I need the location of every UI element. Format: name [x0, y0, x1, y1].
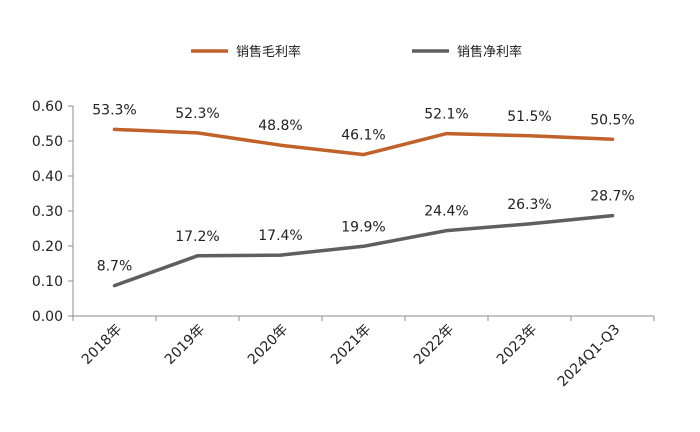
data-point	[196, 254, 199, 258]
x-tick-label: 2022年	[411, 322, 457, 368]
data-labels: 53.3% 52.3% 48.8% 46.1% 52.1% 51.5% 50.5% 8.7% 1…	[92, 102, 634, 274]
x-tick-label: 2019年	[162, 322, 208, 368]
data-label: 50.5%	[590, 112, 634, 128]
data-point	[611, 214, 614, 218]
data-label: 8.7%	[97, 259, 133, 275]
y-tick-label: 0.40	[32, 169, 63, 185]
y-tick-label: 0.10	[32, 274, 63, 290]
data-label: 28.7%	[590, 189, 634, 205]
data-point	[362, 244, 365, 248]
data-label: 48.8%	[258, 118, 302, 134]
x-tick-label: 2024Q1-Q3	[555, 322, 624, 391]
data-point	[113, 284, 116, 288]
data-point	[528, 222, 531, 226]
data-point	[611, 137, 614, 141]
x-tick-label: 2018年	[79, 322, 125, 368]
data-point	[196, 131, 199, 135]
legend: 销售毛利率 销售净利率	[191, 44, 522, 60]
data-point	[362, 153, 365, 157]
series-group	[112, 127, 615, 288]
data-point	[279, 143, 282, 147]
data-label: 24.4%	[424, 204, 468, 220]
x-tick-label: 2021年	[328, 322, 374, 368]
data-point	[279, 253, 282, 257]
x-tick-label: 2020年	[245, 322, 291, 368]
data-label: 17.2%	[175, 229, 219, 245]
legend-label: 销售净利率	[457, 44, 522, 60]
data-point	[445, 132, 448, 136]
legend-label: 销售毛利率	[236, 44, 301, 60]
data-label: 51.5%	[507, 109, 551, 125]
data-point	[113, 127, 116, 131]
y-tick-label: 0.50	[32, 134, 63, 150]
x-tick-label: 2023年	[494, 322, 540, 368]
data-label: 19.9%	[341, 219, 385, 235]
y-tick-label: 0.30	[32, 204, 63, 220]
data-label: 26.3%	[507, 197, 551, 213]
data-label: 46.1%	[341, 128, 385, 144]
y-tick-label: 0.60	[32, 99, 63, 115]
data-label: 17.4%	[258, 228, 302, 244]
y-tick-label: 0.00	[32, 309, 63, 325]
data-label: 52.3%	[175, 106, 219, 122]
data-point	[528, 134, 531, 138]
y-tick-label: 0.20	[32, 239, 63, 255]
data-label: 53.3%	[92, 102, 136, 118]
data-label: 52.1%	[424, 107, 468, 123]
data-point	[445, 229, 448, 233]
